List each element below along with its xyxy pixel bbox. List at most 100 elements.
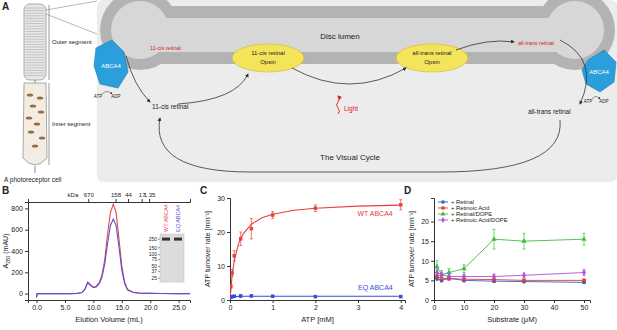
disc-stripe	[26, 36, 45, 37]
tick-mark	[431, 241, 434, 242]
ladder-label: 37	[151, 268, 157, 274]
label: all-trans retinal	[518, 40, 554, 46]
ladder-tick	[158, 254, 160, 255]
legend: + Retinal+ Retinoic Acid+ Retinal/DOPE+ …	[438, 199, 508, 223]
tick-mark	[179, 300, 180, 303]
label: Disc lumen	[320, 32, 360, 41]
disc-stripe	[26, 73, 45, 74]
tick-mark	[25, 230, 28, 231]
tick-label: 670	[84, 192, 95, 198]
tick: 0	[425, 297, 434, 304]
series-line	[437, 273, 584, 277]
tick: 25.0	[172, 300, 186, 311]
panel-label: C	[200, 185, 207, 196]
tick: 30	[521, 300, 529, 311]
tick: 1.35	[144, 192, 156, 202]
tick-label: 0	[19, 290, 23, 297]
figure: AOuter segmentInner segmentA photorecept…	[0, 0, 617, 330]
disc-stripe	[26, 31, 45, 32]
error-bar	[239, 295, 242, 298]
tick-mark	[142, 199, 143, 202]
error-bar	[436, 269, 439, 275]
x2-axis: 67015844171.35	[29, 192, 191, 203]
tick-label: 5	[425, 277, 429, 284]
error-bar	[231, 269, 234, 276]
tick-label: 10	[461, 304, 469, 311]
tick-mark	[227, 198, 230, 199]
axis-line	[25, 203, 29, 301]
tick-label: 20	[491, 304, 499, 311]
error-bar	[448, 274, 451, 279]
series-line	[37, 204, 190, 297]
series-label: WT ABCA4	[357, 210, 392, 217]
tick-mark	[554, 300, 555, 303]
tick: 5	[425, 277, 434, 284]
tick-label: 20.0	[144, 304, 158, 311]
x-axis: 0 10 20 30 40 50	[433, 300, 591, 311]
tick-mark	[25, 208, 28, 209]
bracket	[49, 5, 50, 80]
point	[434, 264, 439, 269]
tick: 40	[551, 300, 559, 311]
axis-title: ATP [mM]	[301, 315, 334, 324]
disc-stripe	[26, 65, 45, 66]
disc-stripe	[26, 26, 45, 27]
tick-mark	[37, 300, 38, 303]
error-bar	[250, 218, 253, 238]
tick-label: 20	[217, 229, 225, 236]
tick-label: 4	[399, 304, 403, 311]
legend-label: + Retinoic Acid/DOPE	[451, 217, 508, 223]
error-bar	[440, 271, 443, 279]
arrow	[560, 40, 587, 104]
error-bar	[239, 232, 242, 246]
tick-mark	[88, 199, 89, 202]
axis-line	[431, 199, 435, 301]
point	[233, 295, 236, 298]
point	[271, 295, 274, 298]
tick-mark	[494, 300, 495, 303]
mitochondrion	[39, 136, 45, 139]
tick-label: 50	[581, 304, 589, 311]
disc-stripe	[26, 8, 45, 9]
panel-label: B	[2, 185, 9, 196]
gel-band	[162, 238, 170, 241]
tick-label: 10	[421, 258, 429, 265]
point	[233, 254, 236, 257]
tick-mark	[227, 232, 230, 233]
label: all-trans retinal	[412, 50, 451, 56]
ladder-label: 75	[151, 256, 157, 262]
tick: 15.0	[115, 300, 129, 311]
label: ABCA4	[589, 69, 609, 75]
ladder-tick	[158, 271, 160, 272]
tick-label: 30	[521, 304, 529, 311]
point	[239, 294, 242, 297]
y-axis: 0102030	[217, 195, 230, 304]
legend-marker	[441, 206, 444, 209]
point	[461, 266, 466, 271]
error-bar	[314, 296, 317, 298]
axis-line	[231, 301, 406, 304]
tick: 15	[421, 238, 434, 245]
arrow	[102, 92, 112, 95]
abca4	[582, 50, 616, 92]
gel-inset: 25015010075503725WT ABCA4EQ ABCA4	[149, 204, 184, 282]
disc-stripe	[26, 49, 45, 50]
tick-mark	[431, 261, 434, 262]
tick-label: 0	[433, 304, 437, 311]
error-bar	[463, 274, 466, 279]
disc-stripe	[26, 34, 45, 35]
bracket	[49, 83, 50, 165]
tick: 50	[581, 300, 589, 311]
tick-mark	[273, 300, 274, 303]
tick: 400	[11, 248, 28, 255]
tick: 20	[217, 229, 230, 236]
tick-label: 40	[551, 304, 559, 311]
mitochondrion	[30, 104, 36, 107]
axis-line	[29, 301, 191, 304]
tick: 0.0	[32, 300, 42, 311]
error-bar	[523, 273, 526, 278]
tick-label: 0	[229, 304, 233, 311]
tick-mark	[65, 300, 66, 303]
error-bar	[271, 295, 274, 297]
error-bar	[399, 200, 402, 210]
